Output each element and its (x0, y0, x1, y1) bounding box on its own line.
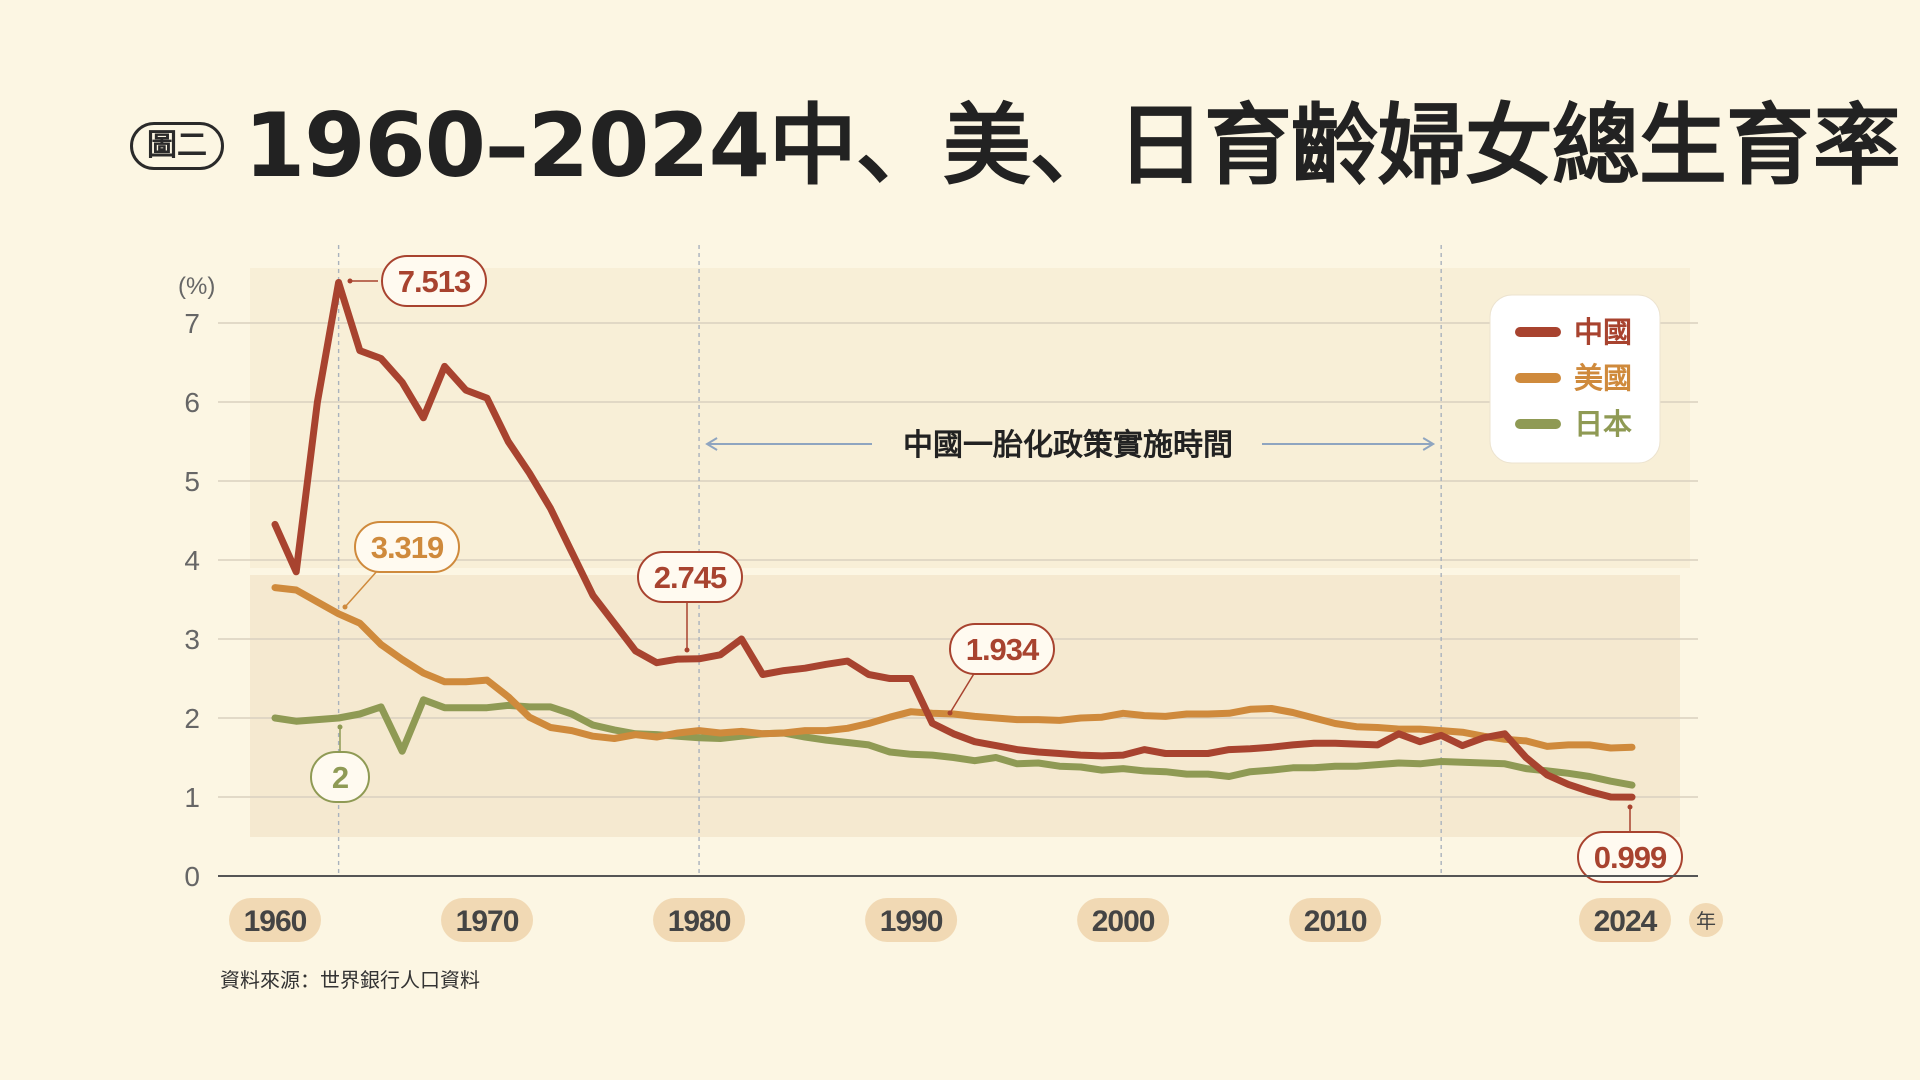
title-bar: 圖二 1960–2024中、美、日育齡婦女總生育率 (130, 94, 1901, 197)
series-line-中國 (271, 279, 1636, 801)
y-tick-label: 3 (184, 624, 200, 655)
annotation-value: 2.745 (654, 560, 727, 595)
annotation-leader (949, 671, 976, 714)
annotation-leader (344, 569, 379, 608)
y-axis-label: (%) (178, 273, 215, 300)
y-tick-label: 1 (184, 782, 200, 813)
annotation-badge (310, 751, 370, 803)
annotation-arrow-tip (947, 710, 953, 716)
y-tick-label: 7 (184, 308, 200, 339)
policy-arrowhead-right (1422, 437, 1436, 451)
y-tick-label: 2 (184, 703, 200, 734)
axes: 0 1 2 3 4 5 6 7 (%) 1960 1970 1980 1990 2000 2010 2024 年 (178, 273, 1723, 942)
annotation-arrow-tip (347, 278, 353, 284)
x-tick-pill (229, 898, 321, 942)
annotation-badge (1577, 831, 1683, 883)
policy-span-label: 中國一胎化政策實施時間 (903, 428, 1233, 462)
annotations: 7.513 3.319 2 2.745 1.934 0.999 (310, 255, 1683, 883)
x-tick-label: 2000 (1092, 905, 1155, 938)
x-tick-pill (865, 898, 958, 942)
y-tick-label: 6 (184, 387, 200, 418)
x-tick-label: 2024 (1594, 905, 1658, 938)
x-tick-label: 1980 (668, 905, 731, 938)
annotation-value: 2 (332, 760, 348, 795)
figure-tag: 圖二 (130, 122, 224, 170)
x-tick-pill (1579, 898, 1671, 942)
annotation-value: 0.999 (1594, 840, 1667, 875)
x-unit-label: 年 (1696, 910, 1716, 933)
annotation-badge (949, 623, 1055, 675)
y-tick-label: 4 (184, 545, 200, 576)
annotation-value: 1.934 (966, 632, 1040, 667)
annotation-badge (354, 521, 460, 573)
legend-label-美國: 美國 (1574, 362, 1632, 395)
x-tick-label: 1960 (244, 905, 307, 938)
x-tick-pill (653, 898, 746, 942)
policy-span: 中國一胎化政策實施時間 (705, 428, 1436, 462)
annotation-badge (637, 551, 743, 603)
x-unit-badge (1689, 903, 1723, 937)
series-line-日本 (271, 696, 1636, 789)
x-tick-pill (1077, 898, 1170, 942)
y-tick-label: 5 (184, 466, 200, 497)
policy-arrowhead-left (705, 437, 718, 451)
y-tick-label: 0 (184, 861, 200, 892)
legend-label-中國: 中國 (1574, 316, 1632, 349)
chart-title: 1960–2024中、美、日育齡婦女總生育率 (244, 94, 1901, 197)
annotation-arrow-tip (1627, 804, 1633, 810)
annotation-arrow-tip (342, 604, 348, 610)
source-note: 資料來源：世界銀行人口資料 (220, 968, 480, 992)
plot-band-upper (250, 268, 1690, 568)
x-tick-pill (441, 898, 534, 942)
series-lines (271, 279, 1636, 801)
series-line-美國 (271, 584, 1636, 752)
annotation-value: 3.319 (371, 530, 444, 565)
x-tick-label: 1990 (880, 905, 943, 938)
x-tick-pill (1289, 898, 1382, 942)
annotation-arrow-tip (684, 647, 690, 653)
x-tick-label: 2010 (1304, 905, 1367, 938)
annotation-value: 7.513 (398, 264, 471, 299)
annotation-badge (381, 255, 487, 307)
annotation-arrow-tip (337, 724, 343, 730)
x-tick-label: 1970 (456, 905, 519, 938)
legend-label-日本: 日本 (1574, 408, 1632, 441)
